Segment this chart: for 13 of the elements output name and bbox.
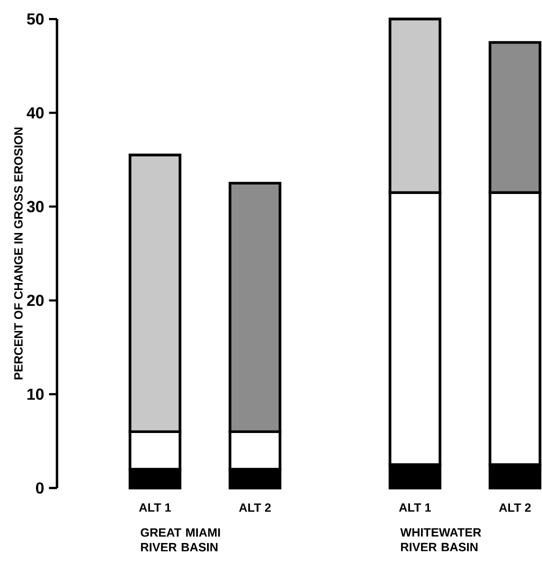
y-tick-label: 20 — [27, 294, 44, 306]
text: GREAT MIAMI RIVER BASIN — [140, 528, 220, 552]
x-tick-label: ALT 1 — [399, 503, 431, 512]
x-tick-label: ALT 1 — [139, 503, 171, 512]
y-tick-label: 50 — [26, 13, 44, 25]
x-tick-label: ALT 2 — [499, 503, 531, 512]
y-tick-label: 0 — [36, 482, 44, 494]
y-tick-label: 40 — [26, 107, 44, 118]
text: WHITEWATER RIVER BASIN — [400, 528, 482, 552]
y-tick-label: 30 — [26, 200, 44, 212]
y-axis-title: PERCENT OF CHANGE IN GROSS EROSION — [14, 128, 23, 380]
x-tick-label: ALT 2 — [239, 503, 271, 512]
y-tick-label: 10 — [27, 388, 44, 400]
